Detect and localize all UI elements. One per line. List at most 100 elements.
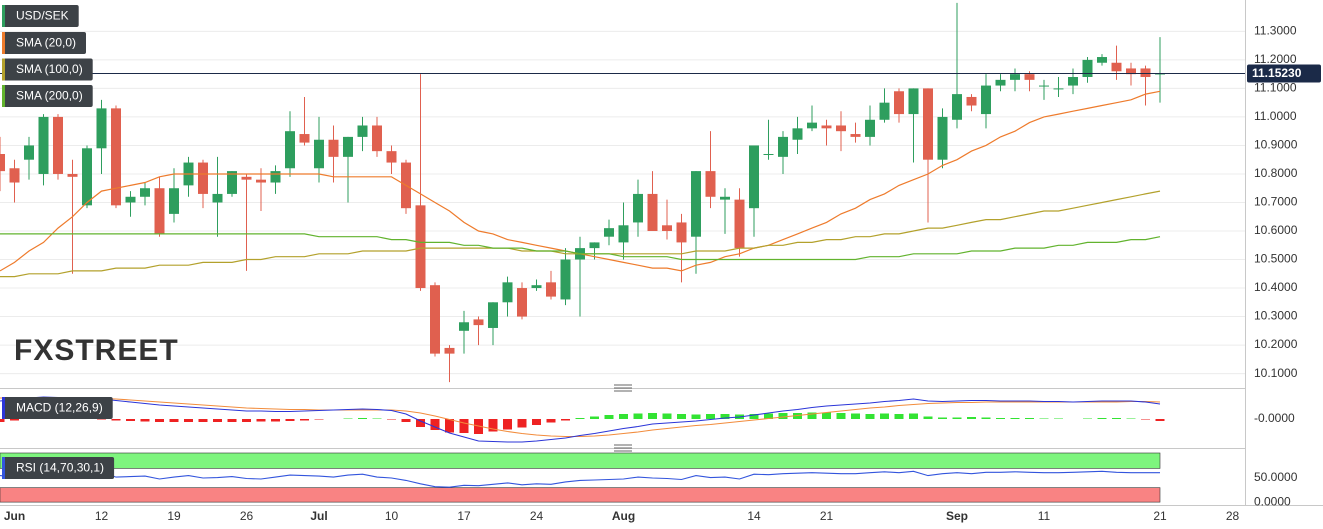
resize-handle[interactable] <box>614 384 632 392</box>
histogram-bar <box>604 415 614 419</box>
histogram-bar <box>1097 418 1107 419</box>
x-tick-label: Jun <box>4 509 25 523</box>
legend-box <box>2 32 86 54</box>
candle-body <box>314 139 324 169</box>
x-tick-label: 24 <box>530 509 544 523</box>
histogram-bar <box>706 414 715 419</box>
candle-body <box>53 116 63 174</box>
histogram-bar <box>155 419 164 422</box>
candle-body <box>502 282 513 303</box>
y-tick-label: 10.9000 <box>1254 138 1298 152</box>
histogram-bar <box>981 417 991 419</box>
histogram-bar <box>720 414 730 419</box>
y-tick-label: 10.6000 <box>1254 223 1298 237</box>
candle-body <box>720 196 730 200</box>
histogram-bar <box>691 414 701 419</box>
candle-body <box>1068 77 1078 86</box>
x-tick-label: 28 <box>1226 509 1240 523</box>
histogram-bar <box>517 419 527 428</box>
histogram-bar <box>1083 418 1092 419</box>
x-tick-label: Aug <box>612 509 635 523</box>
y-tick-label: 10.7000 <box>1254 195 1298 209</box>
histogram-bar <box>633 413 643 419</box>
candle-body <box>299 134 310 143</box>
y-tick-label: 11.0000 <box>1254 109 1297 123</box>
histogram-bar <box>430 419 440 430</box>
legend-box <box>2 397 113 419</box>
histogram-bar <box>140 419 150 422</box>
rsi-band <box>0 487 1161 503</box>
histogram-bar <box>1155 419 1165 421</box>
candle-body <box>270 171 281 183</box>
legend-swatch <box>2 457 5 479</box>
histogram-bar <box>764 413 773 419</box>
candle-body <box>995 79 1006 86</box>
histogram-bar <box>851 413 860 419</box>
candle-body <box>24 145 34 160</box>
rsi-line <box>0 470 1160 488</box>
histogram-bar <box>561 419 570 421</box>
legend-swatch <box>2 58 5 81</box>
candle-body <box>937 116 948 160</box>
histogram-bar <box>1112 418 1121 419</box>
candle-body <box>357 125 368 137</box>
legend-swatch <box>2 5 5 27</box>
histogram-bar <box>459 419 469 433</box>
candle-body <box>96 108 107 149</box>
histogram-bar <box>271 419 280 422</box>
legend-box <box>2 457 115 479</box>
candle-body <box>749 145 759 209</box>
histogram-bar <box>227 419 237 422</box>
candle-body <box>285 131 295 169</box>
candle-body <box>328 139 339 157</box>
x-tick-label: 10 <box>385 509 399 523</box>
candle-body <box>981 85 991 115</box>
candle-body <box>1140 68 1151 77</box>
candle-body <box>169 188 179 214</box>
candle-body <box>212 193 223 203</box>
y-tick-label: 10.4000 <box>1254 280 1298 294</box>
candle-body <box>763 154 774 155</box>
y-tick-label: 10.3000 <box>1254 309 1298 323</box>
histogram-bar <box>952 417 962 419</box>
histogram-bar <box>662 413 672 419</box>
y-tick-label: 10.2000 <box>1254 337 1298 351</box>
legend-label: RSI (14,70,30,1) <box>16 461 104 475</box>
histogram-bar <box>546 419 556 423</box>
histogram-bar <box>1039 418 1049 419</box>
x-tick-label: 12 <box>95 509 109 523</box>
histogram-bar <box>314 419 324 420</box>
candle-body <box>604 228 614 237</box>
x-tick-label: 26 <box>240 509 254 523</box>
legend-label: SMA (20,0) <box>16 36 76 50</box>
legend-label: USD/SEK <box>16 9 69 23</box>
candle-body <box>879 102 890 120</box>
legend-label: MACD (12,26,9) <box>16 401 103 415</box>
histogram-bar <box>575 418 585 419</box>
histogram-bar <box>111 419 121 421</box>
legend-box <box>2 85 93 107</box>
watermark: FXSTREET <box>14 334 179 367</box>
candle-body <box>792 128 803 140</box>
candle-body <box>1082 59 1093 77</box>
histogram-bar <box>880 413 889 419</box>
candle-body <box>1111 62 1122 72</box>
marks-layer <box>0 2 1245 488</box>
candle-body <box>923 88 933 160</box>
histogram-bar <box>126 419 135 421</box>
candle-body <box>705 171 716 197</box>
candle-body <box>908 88 919 115</box>
candle-body <box>1024 74 1035 80</box>
candle-body <box>415 205 426 289</box>
candle-body <box>125 196 136 203</box>
candle-body <box>459 322 469 331</box>
candle-body <box>807 122 817 129</box>
last-price-label: 11.15230 <box>1252 66 1302 80</box>
candle-body <box>1126 68 1136 75</box>
candle-body <box>386 151 397 163</box>
overlay-layer: 11.3000 11.2000 11.1000 11.0000 10.9000 10.80… <box>2 5 1321 523</box>
x-tick-label: Jul <box>310 509 327 523</box>
resize-handle[interactable] <box>614 444 632 452</box>
legend-label: SMA (100,0) <box>16 62 83 76</box>
